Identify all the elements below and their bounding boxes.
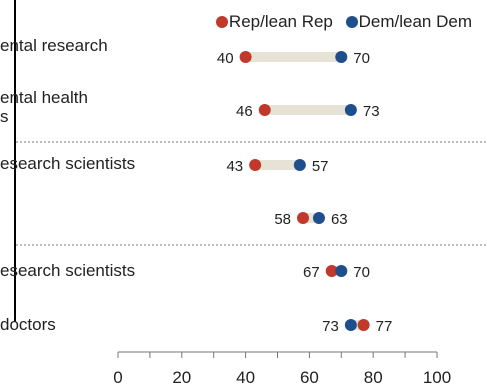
dem-dot-3	[293, 159, 306, 171]
x-tick-label-80: 80	[364, 368, 383, 387]
x-tick-label-0: 0	[113, 368, 122, 387]
rep-dot-2	[258, 104, 271, 116]
value-label-right-6: 77	[376, 318, 393, 335]
row-sublabel-2: s	[0, 107, 9, 126]
value-label-left-5: 67	[303, 264, 320, 281]
value-label-right-4: 63	[331, 211, 348, 228]
value-label-left-3: 43	[226, 158, 243, 175]
left-border-rule	[14, 0, 16, 322]
legend-dem-marker	[345, 16, 358, 28]
legend-item-dem: Dem/lean Dem	[345, 12, 472, 32]
row-label-2: ental health	[0, 88, 88, 107]
row-label-1: ental research	[0, 36, 108, 55]
rep-dot-3	[249, 159, 262, 171]
x-tick-label-60: 60	[300, 368, 319, 387]
x-tick-label-40: 40	[236, 368, 255, 387]
value-label-left-4: 58	[274, 211, 291, 228]
x-tick-label-20: 20	[172, 368, 191, 387]
legend-rep-label: Rep/lean Rep	[228, 12, 333, 31]
row-label-5: esearch scientists	[0, 261, 136, 280]
row-label-3: esearch scientists	[0, 154, 136, 173]
value-label-left-6: 73	[322, 318, 339, 335]
rep-dot-1	[239, 51, 252, 63]
chart-legend: Rep/lean Rep Dem/lean Dem	[215, 12, 472, 32]
legend-rep-marker	[215, 16, 228, 28]
rep-dot-5	[325, 265, 338, 277]
value-label-right-1: 70	[353, 50, 370, 67]
legend-item-rep: Rep/lean Rep	[215, 12, 333, 32]
value-label-right-5: 70	[353, 264, 370, 281]
value-label-left-2: 46	[236, 103, 253, 120]
dem-dot-1	[335, 51, 348, 63]
rep-dot-4	[297, 212, 310, 224]
value-label-left-1: 40	[217, 50, 234, 67]
dem-dot-2	[344, 104, 357, 116]
row-label-6: doctors	[0, 315, 56, 334]
dem-dot-4	[312, 212, 325, 224]
value-label-right-2: 73	[363, 103, 380, 120]
value-label-right-3: 57	[312, 158, 329, 175]
dem-dot-5	[335, 265, 348, 277]
x-tick-label-100: 100	[423, 368, 451, 387]
legend-dem-label: Dem/lean Dem	[358, 12, 472, 31]
dem-dot-6	[344, 319, 357, 331]
rep-dot-6	[357, 319, 370, 331]
